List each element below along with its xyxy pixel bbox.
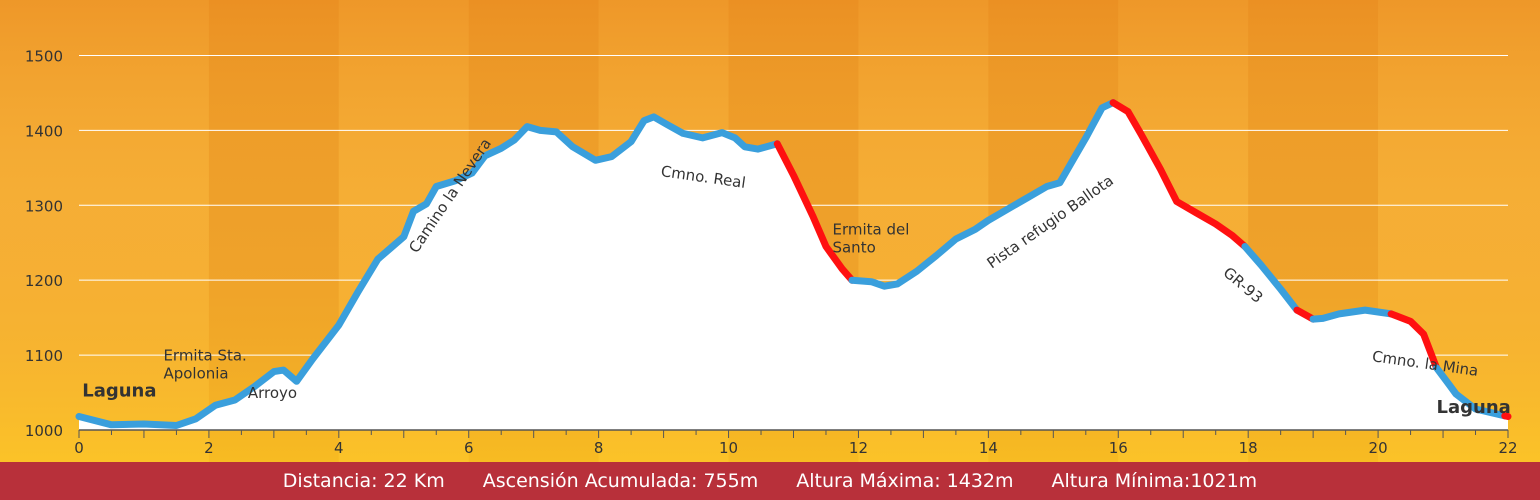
x-tick-label: 18 <box>1239 439 1258 457</box>
ascent-stat: Ascensión Acumulada: 755m <box>482 470 759 492</box>
x-tick-label: 8 <box>594 439 604 457</box>
x-tick-label: 2 <box>204 439 214 457</box>
elevation-area <box>79 102 1508 430</box>
y-tick-label: 1300 <box>25 197 63 215</box>
annotation-label: Ermita del <box>832 220 909 238</box>
annotation-label: Laguna <box>82 380 156 401</box>
profile-segment <box>1309 306 1395 323</box>
profile-segment <box>773 140 856 284</box>
annotation-label: Arroyo <box>248 384 297 402</box>
y-tick-label: 1100 <box>25 347 63 365</box>
annotation-label: Santo <box>832 238 875 256</box>
x-tick-label: 6 <box>464 439 474 457</box>
y-tick-label: 1400 <box>25 122 63 140</box>
profile-segment <box>1433 364 1509 420</box>
x-tick-label: 20 <box>1369 439 1388 457</box>
min-altitude-stat: Altura Mínima:1021m <box>1051 470 1258 492</box>
x-axis-tick-labels: 0 2 4 6 8 10 12 14 16 18 20 22 <box>74 439 1517 457</box>
x-tick-label: 4 <box>334 439 344 457</box>
annotation-label: Ermita Sta. <box>163 346 246 364</box>
x-tick-label: 22 <box>1498 439 1517 457</box>
x-tick-label: 10 <box>719 439 738 457</box>
elevation-chart: 1000 1100 1200 1300 1400 1500 0 2 4 6 8 10 12 14 16 18… <box>0 0 1540 462</box>
profile-segment <box>1109 99 1249 250</box>
y-axis-tick-labels: 1000 1100 1200 1300 1400 1500 <box>25 47 63 440</box>
y-tick-label: 1000 <box>25 422 63 440</box>
profile-segment <box>75 113 781 429</box>
profile-segment <box>1387 310 1440 372</box>
annotation-label: Laguna <box>1437 397 1511 418</box>
x-tick-label: 0 <box>74 439 84 457</box>
y-tick-label: 1200 <box>25 272 63 290</box>
distance-stat: Distancia: 22 Km <box>282 470 445 492</box>
route-summary-bar: Distancia: 22 Km Ascensión Acumulada: 75… <box>0 462 1540 500</box>
x-tick-label: 14 <box>979 439 998 457</box>
elevation-profile-line <box>75 99 1512 429</box>
profile-segment <box>1241 243 1301 314</box>
x-tick-label: 16 <box>1109 439 1128 457</box>
y-tick-label: 1500 <box>25 47 63 65</box>
x-axis <box>78 429 1509 438</box>
x-tick-label: 12 <box>849 439 868 457</box>
profile-segment <box>1501 412 1512 420</box>
annotation-label: Apolonia <box>163 364 228 382</box>
profile-segment <box>848 99 1117 290</box>
max-altitude-stat: Altura Máxima: 1432m <box>796 470 1014 492</box>
